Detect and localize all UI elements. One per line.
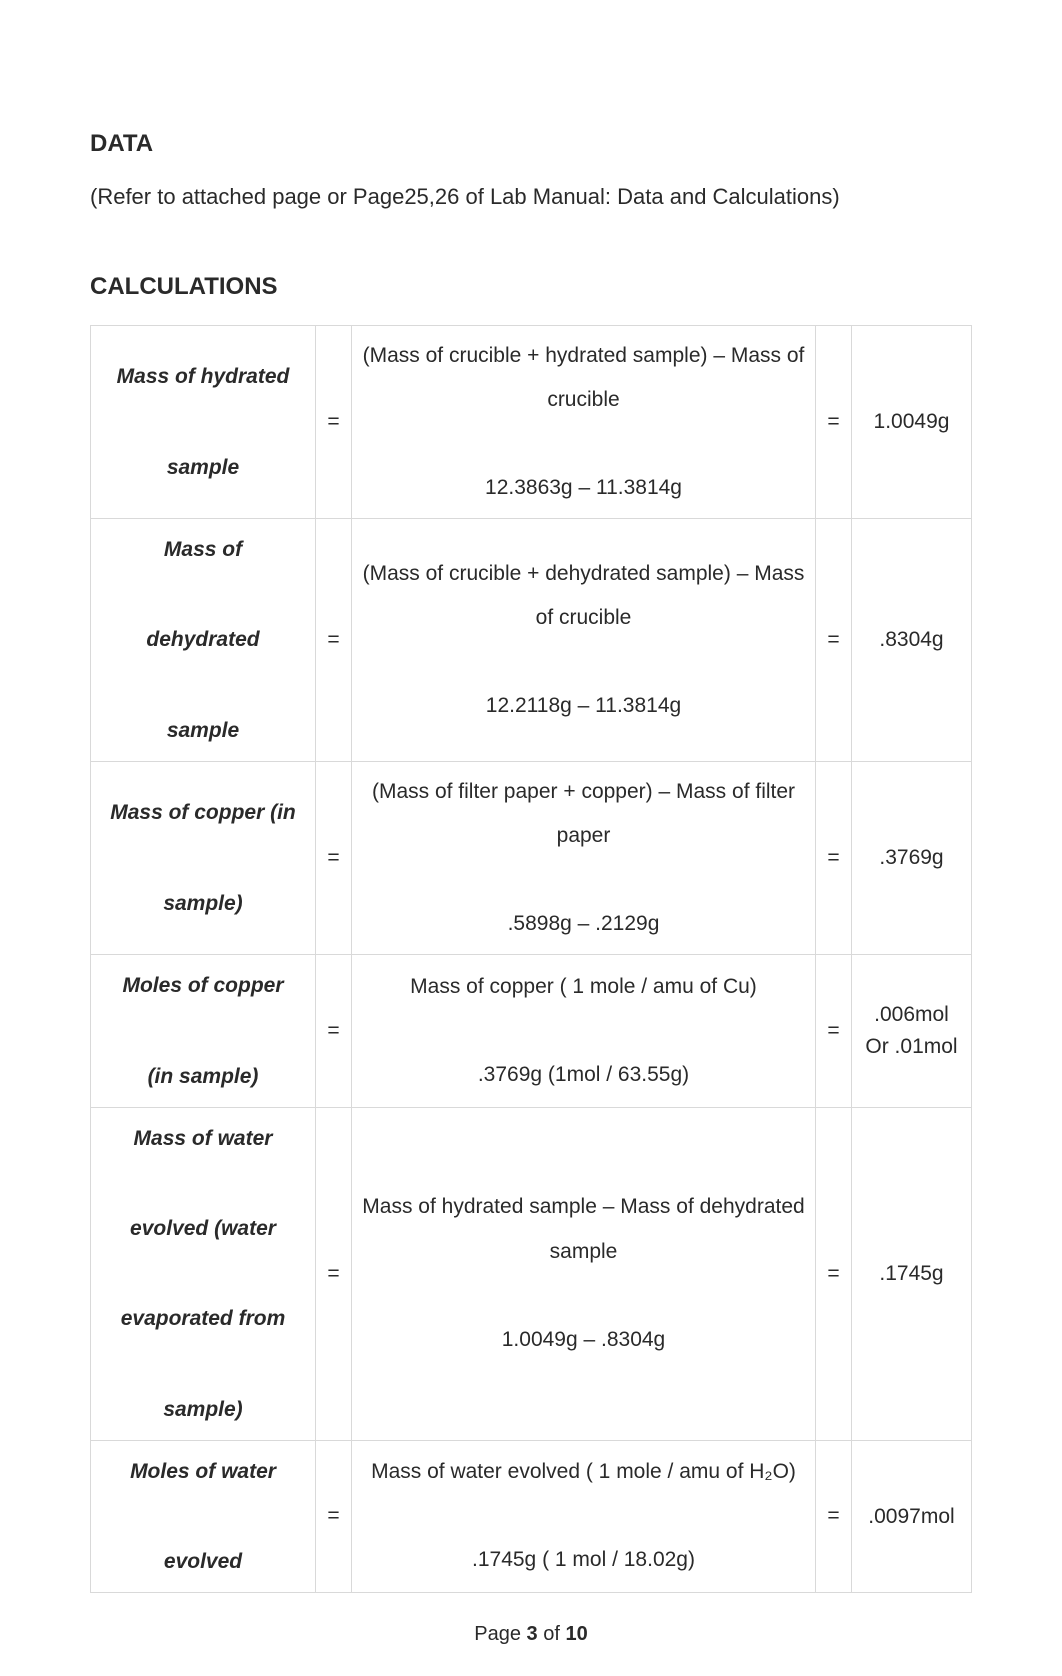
table-row: Moles of water evolved = Mass of water e…: [91, 1440, 972, 1592]
row-result: .3769g: [852, 761, 972, 954]
row-label: Moles of water evolved: [91, 1440, 316, 1592]
row-label: Mass of water evolved (water evaporated …: [91, 1107, 316, 1440]
footer-of: of: [538, 1623, 566, 1645]
equals-sign: =: [316, 519, 352, 762]
row-label: Moles of copper (in sample): [91, 955, 316, 1107]
data-heading: DATA: [90, 130, 972, 158]
table-row: Moles of copper (in sample) = Mass of co…: [91, 955, 972, 1107]
equals-sign: =: [316, 1440, 352, 1592]
document-page: DATA (Refer to attached page or Page25,2…: [0, 0, 1062, 1676]
row-expression: (Mass of filter paper + copper) – Mass o…: [352, 761, 816, 954]
row-result: .8304g: [852, 519, 972, 762]
row-label: Mass of dehydrated sample: [91, 519, 316, 762]
row-result: .1745g: [852, 1107, 972, 1440]
equals-sign: =: [816, 761, 852, 954]
equals-sign: =: [316, 761, 352, 954]
row-expression: Mass of copper ( 1 mole / amu of Cu) .37…: [352, 955, 816, 1107]
row-expression: (Mass of crucible + dehydrated sample) –…: [352, 519, 816, 762]
equals-sign: =: [816, 1440, 852, 1592]
row-expression: (Mass of crucible + hydrated sample) – M…: [352, 325, 816, 518]
page-footer: Page 3 of 10: [90, 1623, 972, 1646]
footer-page-number: 3: [527, 1623, 538, 1645]
footer-prefix: Page: [474, 1623, 526, 1645]
equals-sign: =: [816, 955, 852, 1107]
equals-sign: =: [316, 1107, 352, 1440]
footer-total-pages: 10: [565, 1623, 587, 1645]
table-row: Mass of water evolved (water evaporated …: [91, 1107, 972, 1440]
data-body-text: (Refer to attached page or Page25,26 of …: [90, 182, 972, 213]
row-result: .006mol Or .01mol: [852, 955, 972, 1107]
row-expression: Mass of water evolved ( 1 mole / amu of …: [352, 1440, 816, 1592]
equals-sign: =: [816, 519, 852, 762]
equals-sign: =: [316, 955, 352, 1107]
row-label: Mass of hydrated sample: [91, 325, 316, 518]
row-expression: Mass of hydrated sample – Mass of dehydr…: [352, 1107, 816, 1440]
calculations-heading: CALCULATIONS: [90, 273, 972, 301]
equals-sign: =: [816, 1107, 852, 1440]
table-row: Mass of hydrated sample = (Mass of cruci…: [91, 325, 972, 518]
calculations-table: Mass of hydrated sample = (Mass of cruci…: [90, 325, 972, 1593]
row-result: .0097mol: [852, 1440, 972, 1592]
table-row: Mass of copper (in sample) = (Mass of fi…: [91, 761, 972, 954]
equals-sign: =: [816, 325, 852, 518]
row-result: 1.0049g: [852, 325, 972, 518]
row-label: Mass of copper (in sample): [91, 761, 316, 954]
equals-sign: =: [316, 325, 352, 518]
table-row: Mass of dehydrated sample = (Mass of cru…: [91, 519, 972, 762]
